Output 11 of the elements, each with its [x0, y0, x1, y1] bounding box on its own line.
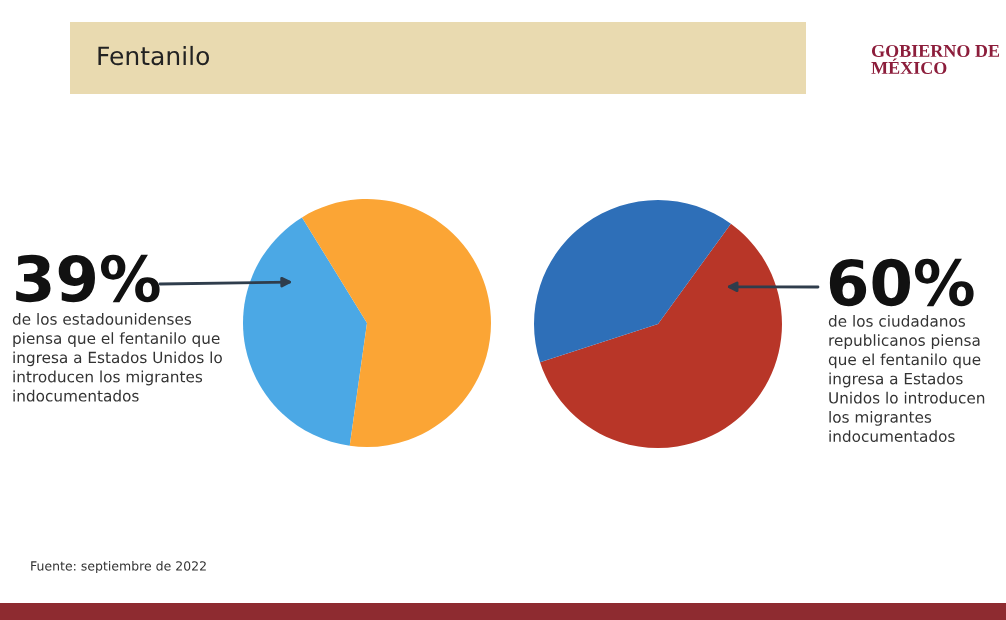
text: de los estadounidenses piensa que el fentanilo que ingresa a Estados Unidos lo introducen los migrantes indocumentados: [12, 313, 222, 402]
source-note: Fuente: septiembre de 2022: [31, 560, 206, 574]
chart-title: Fentanilo: [98, 45, 210, 66]
text: de los ciudadanos republicanos piensa que el fentanilo que ingresa a Estados Unidos lo introducen los migrantes indocumentados: [828, 315, 985, 443]
pie-slice: [302, 199, 491, 447]
pie-slice: [540, 223, 782, 448]
pie-slice: [534, 200, 731, 363]
text: GOBIERNO DE MÉXICO: [871, 44, 1000, 75]
pie-slice: [243, 217, 367, 446]
data-label: 60%: [829, 258, 974, 307]
data-label: 39%: [16, 254, 160, 303]
